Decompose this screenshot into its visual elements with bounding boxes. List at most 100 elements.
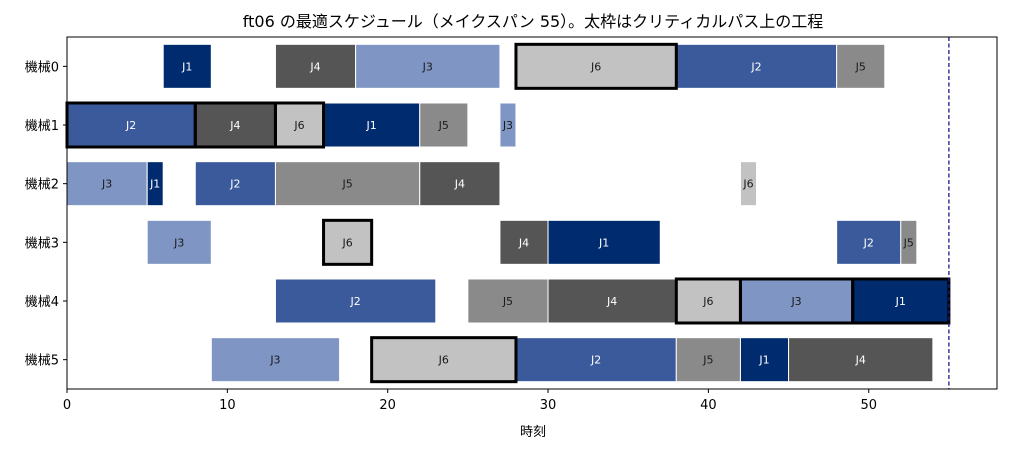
operation-label: J3 (173, 236, 184, 249)
operation-rect-j2 (274, 278, 437, 324)
operation-bar: J1 (162, 43, 212, 89)
operation-rect-j6 (675, 278, 741, 324)
operation-bar: J4 (194, 102, 276, 148)
operation-label: J4 (518, 236, 529, 249)
operation-rect-j1 (323, 102, 421, 148)
operation-bar: J2 (836, 219, 902, 265)
operation-label: J3 (502, 119, 513, 132)
operation-bar: J4 (788, 337, 934, 383)
operation-rect-j1 (739, 337, 790, 383)
operation-label: J4 (229, 119, 240, 132)
operation-label: J6 (293, 119, 304, 132)
x-tick-label: 50 (860, 398, 877, 413)
operation-rect-j5 (274, 161, 421, 207)
operation-bar: J6 (739, 161, 757, 207)
operation-bar: J4 (419, 161, 501, 207)
bars-layer: J1 J4 J3 J6 J2 J5 J2 J4 J6 J1 J5 J3 J3 J1 J2 J5 J4 J6 J3 J6… (66, 43, 950, 383)
operation-rect-j3 (66, 161, 148, 207)
x-axis-label: 時刻 (520, 425, 546, 440)
operation-bar: J6 (515, 43, 677, 89)
operation-label: J6 (590, 60, 601, 73)
operation-bar: J5 (900, 219, 918, 265)
operation-label: J1 (149, 178, 160, 191)
operation-rect-j5 (419, 102, 469, 148)
operation-label: J2 (590, 354, 601, 367)
operation-label: J1 (366, 119, 377, 132)
operation-label: J5 (855, 60, 866, 73)
operation-rect-j1 (162, 43, 212, 89)
operation-bar: J3 (210, 337, 341, 383)
operation-label: J3 (790, 295, 801, 308)
y-tick-label: 機械0 (25, 60, 59, 75)
operation-bar: J3 (146, 219, 212, 265)
x-tick-label: 20 (379, 398, 396, 413)
operation-bar: J1 (323, 102, 421, 148)
operation-rect-j3 (355, 43, 501, 89)
operation-label: J1 (181, 60, 192, 73)
operation-bar: J2 (194, 161, 276, 207)
operation-label: J3 (101, 178, 112, 191)
operation-rect-j4 (274, 43, 357, 89)
operation-rect-j5 (467, 278, 549, 324)
critical-outline (273, 101, 326, 149)
operation-bar: J6 (274, 102, 325, 148)
operation-bar: J2 (515, 337, 677, 383)
operation-rect-j2 (194, 161, 276, 207)
operation-bar: J5 (467, 278, 549, 324)
y-tick-label: 機械2 (25, 178, 59, 193)
x-tick-label: 0 (63, 398, 71, 413)
operation-bar: J2 (274, 278, 437, 324)
operation-rect-j1 (547, 219, 661, 265)
operation-bar: J1 (739, 337, 790, 383)
y-axis: 機械0 機械1 機械2 機械3 機械4 機械5 (25, 60, 67, 369)
operation-rect-j3 (146, 219, 212, 265)
operation-label: J6 (742, 178, 753, 191)
operation-bar: J5 (675, 337, 741, 383)
x-tick-label: 30 (540, 398, 557, 413)
operation-rect-j3 (499, 102, 517, 148)
operation-label: J5 (903, 236, 914, 249)
operation-rect-j4 (419, 161, 501, 207)
operation-bar: J5 (836, 43, 886, 89)
operation-rect-j1 (146, 161, 164, 207)
operation-label: J3 (269, 354, 280, 367)
x-tick-label: 10 (219, 398, 236, 413)
y-tick-label: 機械5 (25, 354, 59, 369)
operation-bar: J3 (66, 161, 148, 207)
critical-outline (322, 218, 374, 266)
operation-bar: J4 (547, 278, 677, 324)
operation-rect-j5 (836, 43, 886, 89)
operation-bar: J6 (371, 337, 517, 383)
operation-bar: J3 (499, 102, 517, 148)
plot-frame (66, 36, 998, 390)
operation-label: J2 (229, 178, 240, 191)
operation-label: J5 (341, 178, 352, 191)
operation-rect-j4 (499, 219, 549, 265)
operation-rect-j2 (675, 43, 838, 89)
operation-label: J2 (349, 295, 360, 308)
operation-label: J2 (125, 119, 136, 132)
operation-bar: J3 (739, 278, 854, 324)
operation-label: J1 (758, 354, 769, 367)
operation-label: J4 (855, 354, 866, 367)
operation-label: J6 (341, 236, 352, 249)
operation-label: J1 (895, 295, 906, 308)
operation-label: J5 (702, 354, 713, 367)
operation-label: J3 (422, 60, 433, 73)
critical-path-layer (65, 42, 951, 384)
operation-bar: J2 (675, 43, 838, 89)
operation-bar: J4 (274, 43, 357, 89)
operation-label: J4 (606, 295, 617, 308)
operation-bar: J6 (323, 219, 373, 265)
x-tick-label: 40 (700, 398, 717, 413)
operation-bar: J2 (66, 102, 196, 148)
operation-bar: J1 (852, 278, 950, 324)
operation-rect-j6 (739, 161, 757, 207)
x-axis: 0 10 20 30 40 50 (63, 389, 877, 413)
operation-bar: J4 (499, 219, 549, 265)
operation-label: J6 (702, 295, 713, 308)
operation-bar: J6 (675, 278, 741, 324)
operation-bar: J5 (274, 161, 421, 207)
y-tick-label: 機械1 (25, 119, 59, 134)
